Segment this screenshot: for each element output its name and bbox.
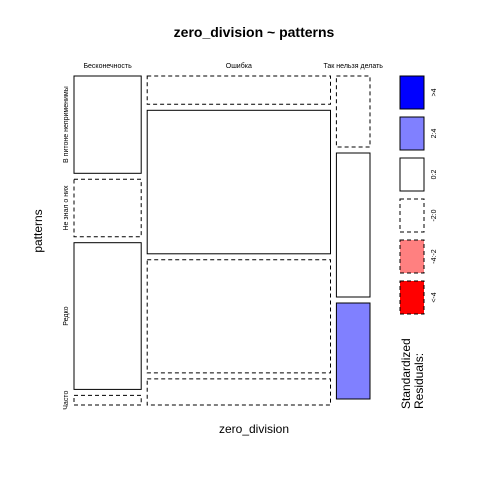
x-category-labels: Бесконечность Ошибка Так нельзя делать: [83, 62, 383, 70]
mosaic-tile: [146, 109, 331, 255]
legend-swatch: [399, 198, 425, 233]
legend-label: 0:2: [431, 170, 438, 180]
legend-label: <-4: [431, 292, 438, 302]
mosaic-tile: [73, 75, 142, 174]
legend-label: -2:0: [431, 209, 438, 221]
legend-swatch: [399, 157, 425, 192]
y-category-labels: В питоне неприменимы Не знал о них Редко…: [63, 86, 70, 410]
y-axis-label: patterns: [31, 209, 45, 252]
mosaic-tile: [335, 75, 371, 148]
legend-title: Standardized Residuals:: [399, 335, 426, 409]
legend-label: 2:4: [431, 129, 438, 139]
legend-swatch: [399, 280, 425, 315]
x-axis-label: zero_division: [219, 422, 289, 436]
legend-swatch: [399, 116, 425, 151]
x-category-label: Ошибка: [226, 62, 252, 70]
legend-swatches: >4 2:4 0:2 -2:0 -4:-2 <-4: [399, 75, 438, 315]
mosaic-tile: [335, 152, 371, 298]
legend: >4 2:4 0:2 -2:0 -4:-2 <-4 Standardized Residu…: [399, 75, 438, 409]
legend-label: >4: [431, 88, 438, 96]
mosaic-tiles: [73, 75, 371, 406]
mosaic-tile: [73, 394, 142, 406]
mosaic-tile: [146, 259, 331, 374]
mosaic-tile: [73, 242, 142, 390]
mosaic-tile: [146, 378, 331, 406]
x-category-label: Так нельзя делать: [323, 63, 383, 70]
y-category-label: Редко: [63, 306, 70, 325]
y-category-label: Часто: [63, 391, 70, 410]
chart-title: zero_division ~ patterns: [174, 24, 335, 40]
mosaic-tile: [335, 302, 371, 400]
x-category-label: Бесконечность: [83, 63, 132, 70]
legend-swatch: [399, 75, 425, 110]
legend-swatch: [399, 239, 425, 274]
mosaic-tile: [146, 75, 331, 105]
y-category-label: Не знал о них: [63, 185, 70, 231]
mosaic-tile: [73, 178, 142, 238]
legend-label: -4:-2: [431, 249, 438, 264]
y-category-label: В питоне неприменимы: [63, 86, 70, 163]
